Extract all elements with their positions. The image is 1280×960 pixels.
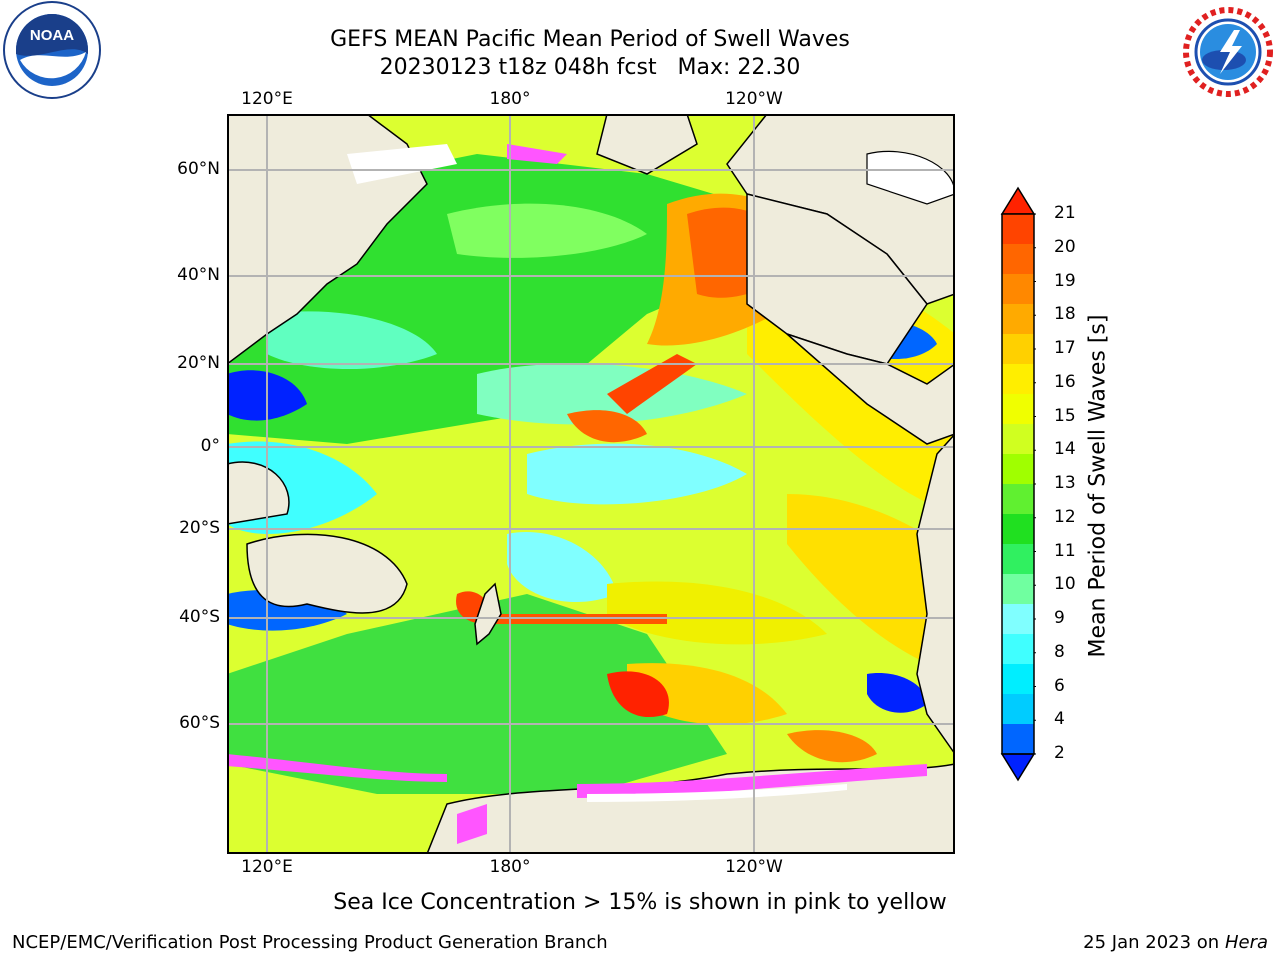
colorbar-tick-label: 16: [1054, 371, 1076, 392]
colorbar-segment: [1002, 664, 1034, 695]
colorbar-tick-label: 17: [1054, 338, 1076, 358]
generation-date: 25 Jan 2023 on Hera: [1083, 932, 1268, 953]
sea-ice-band: [227, 754, 447, 782]
colorbar-segment: [1002, 514, 1034, 545]
map-gridlines: [227, 114, 955, 854]
credit-text: NCEP/EMC/Verification Post Processing Pr…: [12, 932, 608, 953]
colorbar-segment: [1002, 574, 1034, 605]
colorbar-tick-label: 12: [1054, 506, 1076, 527]
host-name: Hera: [1224, 932, 1268, 953]
swell-period-map: [227, 114, 955, 854]
lat-label-equator: 0°: [200, 436, 220, 456]
colorbar-max-extension: [1000, 186, 1036, 215]
lat-label-20s: 20°S: [179, 518, 220, 538]
colorbar-segment: [1002, 424, 1034, 455]
lat-label-40n: 40°N: [177, 265, 220, 285]
colorbar-tick-label: 9: [1054, 608, 1065, 628]
colorbar-segment: [1002, 394, 1034, 425]
colorbar-tick-label: 11: [1054, 540, 1076, 561]
map-frame: [227, 114, 955, 854]
colorbar-tick-label: 2: [1054, 743, 1065, 763]
colorbar-label: Mean Period of Swell Waves [s]: [1085, 314, 1111, 658]
colorbar-tick-label: 4: [1054, 709, 1065, 730]
colorbar-segment: [1002, 724, 1034, 755]
lon-label-bottom-180: 180°: [489, 857, 531, 877]
lat-label-60s: 60°S: [179, 713, 220, 733]
colorbar-segment: [1002, 544, 1034, 575]
lon-label-top-180: 180°: [489, 89, 531, 109]
new-zealand-landmass: [474, 582, 502, 646]
colorbar-segment: [1002, 694, 1034, 725]
colorbar-tick-label: 19: [1054, 270, 1076, 291]
lon-label-top-120w: 120°W: [725, 89, 783, 109]
colorbar-segment: [1002, 244, 1034, 275]
date-text: 25 Jan 2023 on: [1083, 932, 1220, 953]
colorbar: [1000, 186, 1036, 782]
lon-label-bottom-120e: 120°E: [241, 857, 293, 877]
lon-label-top-120e: 120°E: [241, 89, 293, 109]
south-america-landmass: [916, 432, 955, 756]
colorbar-tick-label: 18: [1054, 304, 1076, 325]
colorbar-tick-label: 15: [1054, 405, 1076, 426]
noaa-logo: NOAA: [3, 1, 101, 99]
colorbar-segment: [1002, 454, 1034, 485]
lat-label-60n: 60°N: [177, 159, 220, 179]
colorbar-tick-label: 21: [1054, 203, 1076, 223]
colorbar-tick-label: 13: [1054, 473, 1076, 493]
colorbar-segment: [1002, 604, 1034, 635]
colorbar-tick-label: 20: [1054, 236, 1076, 257]
colorbar-segment: [1002, 274, 1034, 305]
colorbar-tick-label: 10: [1054, 574, 1076, 595]
svg-text:NOAA: NOAA: [30, 27, 74, 44]
southern-green-swell-region: [227, 594, 727, 794]
colorbar-min-extension: [1000, 753, 1036, 782]
colorbar-tick-label: 6: [1054, 675, 1065, 696]
colorbar-segment: [1002, 304, 1034, 335]
map-title: GEFS MEAN Pacific Mean Period of Swell W…: [330, 27, 850, 52]
lat-label-20n: 20°N: [177, 353, 220, 373]
lat-label-40s: 40°S: [179, 607, 220, 627]
colorbar-segment: [1002, 634, 1034, 665]
north-sea-ice: [347, 144, 457, 184]
colorbar-tick-label: 14: [1054, 439, 1076, 460]
nws-logo: [1183, 7, 1273, 97]
central-america-landmass: [786, 333, 955, 445]
colorbar-segment: [1002, 214, 1034, 245]
colorbar-tick-label: 8: [1054, 641, 1065, 662]
colorbar-segment: [1002, 484, 1034, 515]
colorbar-segment: [1002, 334, 1034, 365]
sea-ice-note: Sea Ice Concentration > 15% is shown in …: [333, 890, 947, 915]
colorbar-segment: [1002, 364, 1034, 395]
map-subtitle: 20230123 t18z 048h fcst Max: 22.30: [379, 55, 801, 80]
alaska-landmass: [596, 114, 698, 175]
lon-label-bottom-120w: 120°W: [725, 857, 783, 877]
